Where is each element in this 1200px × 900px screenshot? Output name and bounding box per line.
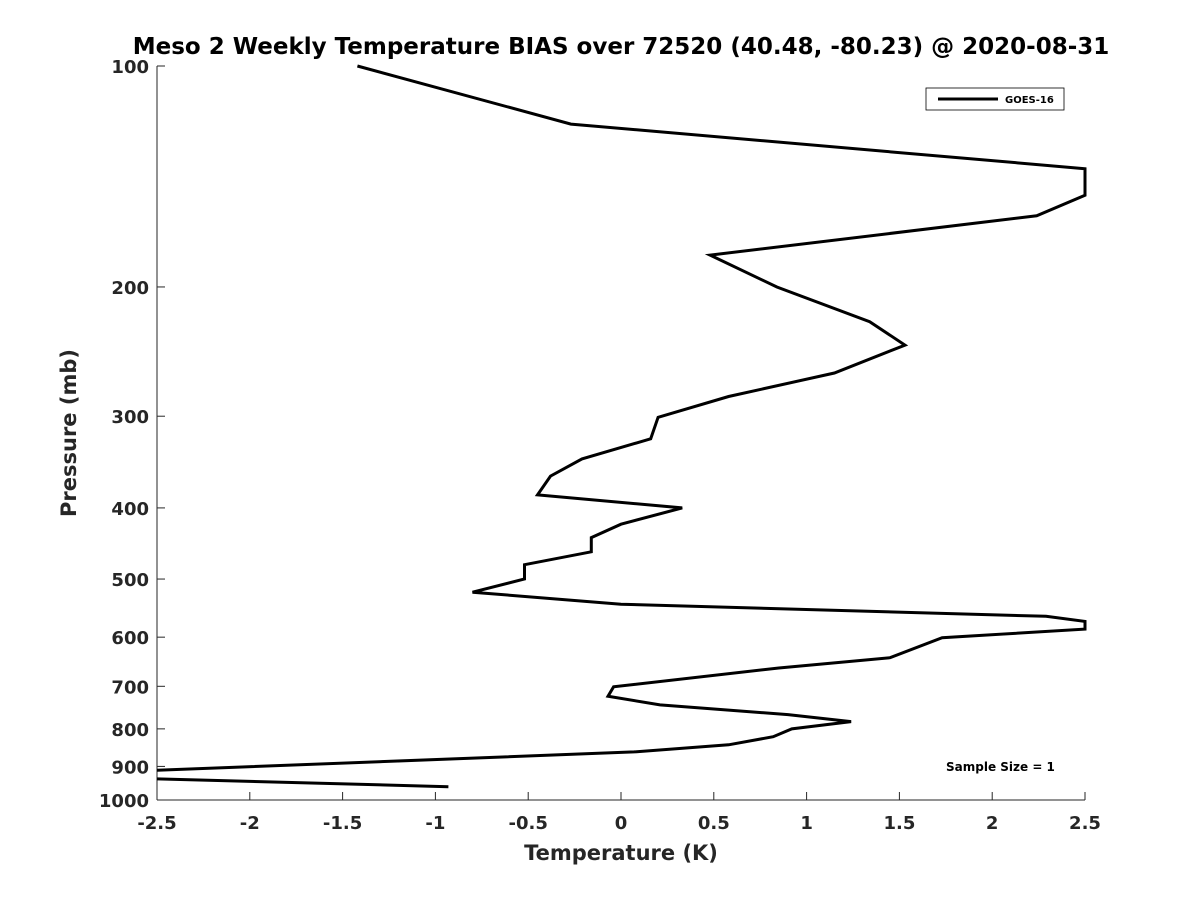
legend-label-goes-16: GOES-16 (1005, 95, 1054, 106)
x-tick-label: -1 (425, 813, 445, 834)
chart-title: Meso 2 Weekly Temperature BIAS over 7252… (133, 34, 1110, 60)
x-tick-label: 1 (800, 813, 813, 834)
series-line-goes-16-segment-2 (156, 777, 449, 789)
x-tick-label: 2 (986, 813, 999, 834)
x-tick-label: 1.5 (883, 813, 915, 834)
x-tick-label: 2.5 (1069, 813, 1101, 834)
y-tick-label: 800 (111, 720, 149, 741)
y-tick-label: 100 (111, 57, 149, 78)
y-tick-label: 600 (111, 628, 149, 649)
x-axis-label: Temperature (K) (524, 841, 718, 865)
y-axis-label: Pressure (mb) (57, 349, 81, 517)
y-ticks: 100 200 300 400 500 600 700 800 900 1000 (99, 57, 165, 812)
x-ticks: -2.5 -2 -1.5 -1 -0.5 0 0.5 1 1.5 2 2.5 (137, 792, 1101, 834)
plot-area: -2.5 -2 -1.5 -1 -0.5 0 0.5 1 1.5 2 2.5 100 200 300 40… (99, 57, 1101, 834)
series-layer (156, 64, 1087, 789)
x-tick-label: -1.5 (323, 813, 362, 834)
x-tick-label: 0 (615, 813, 628, 834)
legend: GOES-16 (925, 87, 1065, 111)
y-tick-label: 900 (111, 757, 149, 778)
series-line-goes-16-segment-1 (156, 64, 1087, 772)
y-tick-label: 400 (111, 499, 149, 520)
y-tick-label: 300 (111, 407, 149, 428)
x-tick-label: -2 (240, 813, 260, 834)
x-tick-label: -0.5 (509, 813, 548, 834)
y-tick-label: 200 (111, 278, 149, 299)
sample-size-annotation: Sample Size = 1 (946, 760, 1055, 774)
x-tick-label: 0.5 (698, 813, 730, 834)
y-tick-label: 700 (111, 677, 149, 698)
x-tick-label: -2.5 (137, 813, 176, 834)
y-tick-label: 500 (111, 570, 149, 591)
y-tick-label: 1000 (99, 791, 149, 812)
